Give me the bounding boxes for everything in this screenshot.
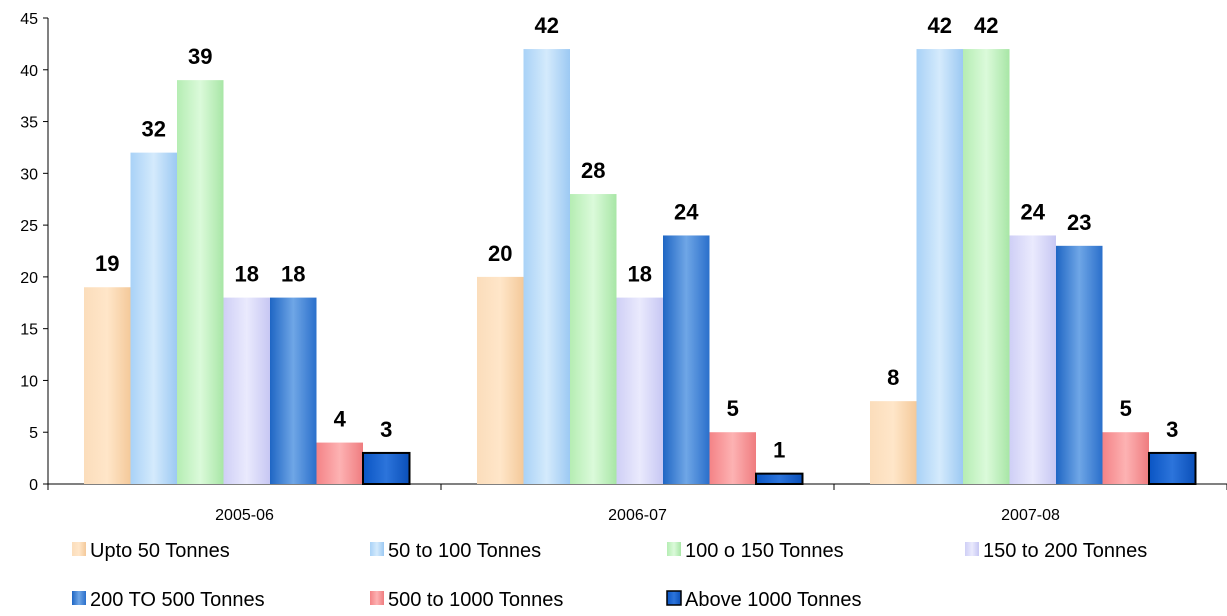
bar <box>870 401 917 484</box>
bar <box>755 472 804 485</box>
legend-swatch <box>72 591 86 605</box>
legend-label: 150 to 200 Tonnes <box>983 540 1147 562</box>
data-label: 24 <box>1021 199 1046 224</box>
legend-swatch <box>72 542 86 556</box>
legend-swatch <box>965 542 979 556</box>
bar <box>130 152 177 484</box>
legend-swatch <box>667 542 681 556</box>
x-tick-label: 2005-06 <box>215 507 274 524</box>
y-tick-label: 0 <box>29 477 38 494</box>
bar <box>84 287 131 484</box>
data-label: 5 <box>727 396 739 421</box>
data-label: 42 <box>974 13 998 38</box>
data-label: 42 <box>928 13 952 38</box>
bar <box>1056 245 1103 484</box>
bar <box>523 49 570 485</box>
bar <box>177 80 224 484</box>
x-tick-label: 2007-08 <box>1001 507 1060 524</box>
data-label: 23 <box>1067 210 1091 235</box>
legend-swatch <box>370 591 384 605</box>
y-tick-label: 35 <box>20 115 38 132</box>
legend: Upto 50 Tonnes 50 to 100 Tonnes 100 o 150 … <box>72 540 1147 611</box>
bar <box>1102 432 1149 484</box>
data-label: 42 <box>535 13 559 38</box>
y-tick-label: 15 <box>20 322 38 339</box>
data-label: 18 <box>628 262 652 287</box>
data-label: 28 <box>581 158 605 183</box>
data-label: 18 <box>281 262 305 287</box>
bar <box>1148 451 1197 485</box>
y-tick-label: 30 <box>20 166 38 183</box>
data-label: 19 <box>95 251 119 276</box>
legend-label: 500 to 1000 Tonnes <box>388 589 563 611</box>
y-tick-label: 20 <box>20 270 38 287</box>
legend-label: 200 TO 500 Tonnes <box>90 589 265 611</box>
bars <box>84 49 1197 485</box>
bar <box>963 49 1010 485</box>
y-tick-label: 45 <box>20 11 38 28</box>
data-label: 5 <box>1120 396 1132 421</box>
legend-label: Above 1000 Tonnes <box>685 589 861 611</box>
data-label: 3 <box>1166 417 1178 442</box>
bar <box>709 432 756 484</box>
data-label: 4 <box>334 407 347 432</box>
data-labels: 19 20 8 32 42 42 39 28 42 18 18 24 18 24 23 4 5 5 3 1 3 <box>95 13 1178 463</box>
data-label: 1 <box>773 438 785 463</box>
y-tick-label: 40 <box>20 63 38 80</box>
bar <box>916 49 963 485</box>
data-label: 3 <box>380 417 392 442</box>
bar <box>270 297 317 484</box>
data-label: 32 <box>142 117 166 142</box>
legend-swatch <box>370 542 384 556</box>
data-label: 39 <box>188 44 212 69</box>
x-tick-label: 2006-07 <box>608 507 667 524</box>
bar <box>316 442 363 484</box>
bar <box>223 297 270 484</box>
bar <box>616 297 663 484</box>
bar <box>663 235 710 484</box>
data-label: 18 <box>235 262 259 287</box>
legend-label: Upto 50 Tonnes <box>90 540 230 562</box>
legend-label: 100 o 150 Tonnes <box>685 540 844 562</box>
data-label: 8 <box>887 365 899 390</box>
bar <box>362 451 411 485</box>
data-label: 24 <box>674 199 699 224</box>
bar <box>1009 235 1056 484</box>
bar <box>570 194 617 485</box>
y-tick-label: 25 <box>20 218 38 235</box>
y-tick-label: 10 <box>20 373 38 390</box>
y-tick-label: 5 <box>29 425 38 442</box>
legend-label: 50 to 100 Tonnes <box>388 540 541 562</box>
data-label: 20 <box>488 241 512 266</box>
bar <box>477 276 524 484</box>
legend-swatch <box>666 590 682 606</box>
